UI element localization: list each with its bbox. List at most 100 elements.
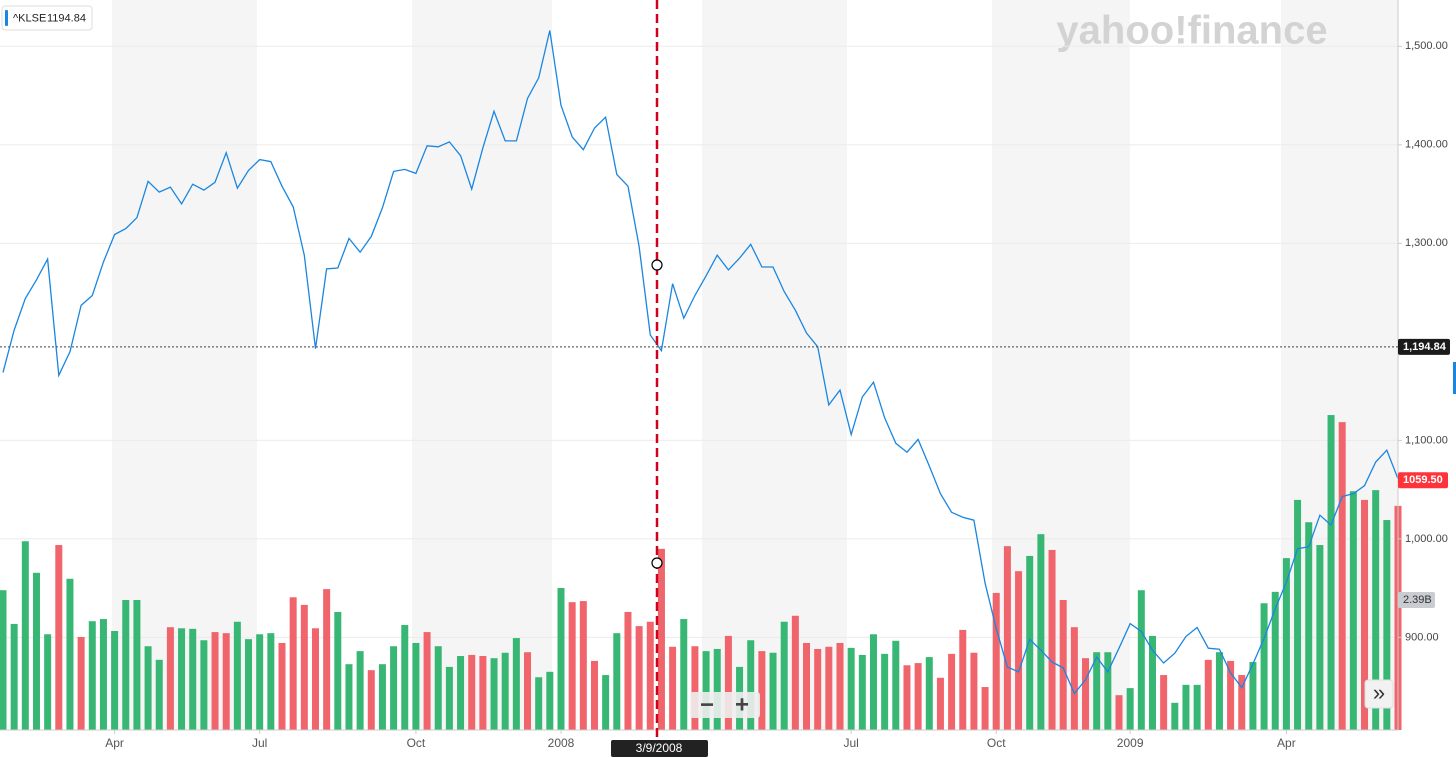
volume-bar [1070, 627, 1078, 730]
volume-bar [323, 589, 331, 730]
volume-bar [166, 627, 174, 730]
more-button-box[interactable] [1364, 679, 1394, 709]
volume-bar [1238, 675, 1246, 730]
volume-bar [914, 663, 922, 730]
volume-bar [1305, 522, 1313, 730]
volume-bar [1338, 422, 1346, 730]
volume-bar [579, 601, 587, 730]
volume-bar [144, 646, 152, 730]
x-tick-label: 2009 [1117, 736, 1144, 750]
volume-bar [367, 670, 375, 730]
volume-bar [1316, 545, 1324, 730]
volume-bar [0, 590, 7, 730]
volume-bar [814, 648, 822, 730]
volume-bar [847, 647, 855, 730]
volume-bar [155, 659, 163, 730]
volume-bar [479, 656, 487, 730]
more-button[interactable]: » [1373, 680, 1385, 705]
volume-bar [289, 597, 297, 730]
volume-bar [1048, 549, 1056, 730]
volume-bar [1204, 659, 1212, 730]
x-tick-label: Oct [407, 736, 426, 750]
volume-bar [1160, 675, 1168, 730]
volume-bar [657, 548, 665, 730]
legend-swatch [5, 10, 8, 26]
volume-bar [568, 602, 576, 730]
last-price-box [1398, 472, 1448, 489]
volume-bar [981, 687, 989, 730]
volume-bar [970, 652, 978, 730]
volume-bar [356, 651, 364, 730]
volume-bar [1148, 635, 1156, 730]
x-tick-label: Jul [252, 736, 267, 750]
zoom-out-button[interactable]: − [700, 691, 714, 718]
volume-bar [200, 640, 208, 730]
volume-bar [881, 653, 889, 730]
volume-bar [602, 675, 610, 730]
x-tick-label: Jul [843, 736, 858, 750]
volume-bar [836, 642, 844, 730]
volume-bar [948, 653, 956, 730]
zoom-in-button[interactable]: + [735, 691, 749, 718]
volume-bar [691, 646, 699, 730]
x-tick-label: 2008 [548, 736, 575, 750]
volume-bar [1282, 558, 1290, 730]
volume-bar [747, 640, 755, 730]
band [412, 0, 552, 730]
volume-bar [1082, 658, 1090, 730]
y-tick-label: 1,300.00 [1405, 237, 1448, 249]
volume-bar [1182, 684, 1190, 730]
volume-bar [713, 648, 721, 730]
last-price: 1059.50 [1403, 474, 1443, 486]
volume-bar [724, 635, 732, 730]
zoom-panel [690, 692, 760, 718]
volume-bar [10, 623, 18, 730]
volume-bar [88, 621, 96, 730]
volume-bar [1093, 652, 1101, 730]
volume-bar [278, 642, 286, 730]
volume-bar [825, 646, 833, 730]
volume-bar [1059, 599, 1067, 730]
volume-bar [680, 619, 688, 730]
volume-bar [646, 621, 654, 730]
volume-bar [390, 646, 398, 730]
volume-bar [1260, 603, 1268, 730]
volume-label: 2.39B [1403, 594, 1432, 606]
volume-bar [1193, 684, 1201, 730]
volume-bars [0, 415, 1402, 730]
crosshair-price-box [1398, 338, 1450, 355]
scroll-handle[interactable] [1453, 362, 1456, 394]
volume-bar [77, 636, 85, 730]
volume-bar [869, 634, 877, 730]
crosshair-price: 1,194.84 [1403, 341, 1447, 353]
volume-bar [1003, 546, 1011, 730]
volume-bar [903, 665, 911, 730]
volume-bar [1327, 415, 1335, 730]
crosshair-date: 3/9/2008 [636, 741, 683, 755]
volume-bar [378, 664, 386, 730]
volume-bar [1104, 652, 1112, 730]
volume-bar [345, 664, 353, 730]
volume-bar [936, 677, 944, 730]
volume-bar [222, 633, 230, 730]
volume-bar [44, 634, 52, 730]
volume-bar [758, 651, 766, 730]
volume-bar [557, 588, 565, 730]
volume-bar [635, 626, 643, 730]
volume-bar [858, 654, 866, 730]
band [702, 0, 847, 730]
x-tick-label: Oct [987, 736, 1006, 750]
volume-bar [1126, 688, 1134, 730]
volume-bar [501, 652, 509, 730]
volume-bar [256, 634, 264, 730]
volume-bar [189, 628, 197, 730]
volume-bar [21, 541, 29, 730]
legend-name: ^KLSE [13, 12, 46, 24]
zoom-controls: − + [690, 691, 760, 718]
x-tick-label: Apr [1277, 736, 1296, 750]
volume-bar [1026, 555, 1034, 730]
volume-bar [1383, 520, 1391, 730]
volume-bar [992, 592, 1000, 730]
